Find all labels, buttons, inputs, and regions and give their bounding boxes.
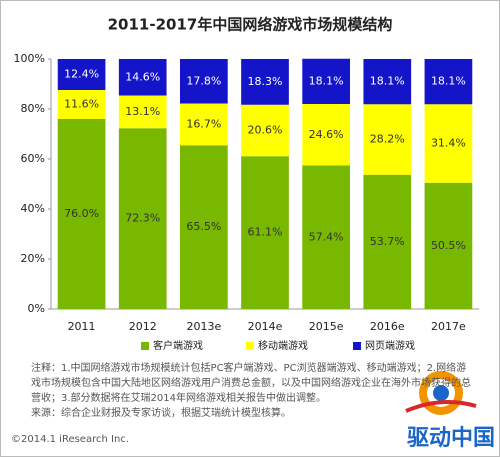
bar-segment: [118, 59, 167, 96]
bar-segment: [302, 58, 350, 104]
bar-segment: [424, 182, 473, 309]
data-label: 11.6%: [64, 98, 99, 111]
data-label: 65.5%: [186, 220, 221, 233]
y-tick-label: 0%: [28, 302, 45, 315]
data-label: 13.1%: [125, 105, 160, 118]
data-label: 20.6%: [248, 124, 283, 137]
x-tick-label: 2017e: [431, 320, 466, 333]
bar-segment: [118, 95, 167, 129]
legend-label: 移动端游戏: [258, 339, 308, 352]
bar-segment: [180, 145, 228, 309]
x-tick-label: 2014e: [248, 320, 283, 333]
legend-label: 网页端游戏: [365, 339, 415, 352]
bar-segment: [180, 103, 228, 146]
bar-segment: [424, 59, 473, 105]
note: 注释：1.中国网络游戏市场规模统计包括PC客户端游戏、PC浏览器端游戏、移动端游…: [31, 363, 471, 404]
x-tick-label: 2011: [68, 320, 96, 333]
bar-segment: [424, 104, 473, 183]
y-tick-label: 20%: [21, 252, 45, 265]
note: 来源：综合企业财报及专家访谈，根据艾瑞统计模型核算。: [31, 408, 291, 419]
data-label: 76.0%: [64, 207, 99, 220]
notes: 注释：1.中国网络游戏市场规模统计包括PC客户端游戏、PC浏览器端游戏、移动端游…: [31, 361, 471, 421]
legend-swatch: [246, 342, 254, 350]
bar-segment: [241, 156, 289, 309]
y-tick-label: 60%: [21, 152, 45, 165]
data-label: 12.4%: [64, 68, 99, 81]
data-label: 57.4%: [309, 230, 344, 243]
data-label: 72.3%: [125, 212, 160, 225]
y-tick-label: 80%: [21, 102, 45, 115]
logo: [405, 371, 477, 415]
data-label: 18.3%: [248, 75, 283, 88]
bar-segment: [363, 174, 412, 309]
y-tick-label: 40%: [21, 202, 45, 215]
data-label: 14.6%: [125, 70, 160, 83]
legend-swatch: [353, 342, 361, 350]
bar-segment: [118, 128, 167, 309]
data-label: 18.1%: [370, 75, 405, 88]
y-tick-label: 100%: [14, 52, 45, 65]
x-tick-label: 2013e: [186, 320, 221, 333]
data-label: 50.5%: [431, 239, 466, 252]
data-label: 16.7%: [186, 117, 221, 130]
x-tick-label: 2012: [129, 320, 157, 333]
data-label: 28.2%: [370, 133, 405, 146]
bar-segment: [57, 119, 106, 309]
bar-segment: [57, 90, 106, 119]
data-label: 61.1%: [248, 226, 283, 239]
data-label: 53.7%: [370, 235, 405, 248]
data-label: 18.1%: [431, 75, 466, 88]
x-tick-label: 2015e: [309, 320, 344, 333]
x-tick-label: 2016e: [370, 320, 405, 333]
data-label: 17.8%: [186, 74, 221, 87]
bar-segment: [180, 59, 228, 104]
data-label: 18.1%: [309, 74, 344, 87]
bar-segment: [57, 59, 106, 90]
bar-segment: [363, 59, 412, 105]
bar-segment: [241, 104, 289, 157]
legend-swatch: [141, 342, 149, 350]
bar-segment: [241, 59, 289, 105]
bar-segment: [302, 165, 350, 309]
watermark: 驱动中国: [407, 426, 495, 451]
bar-segment: [302, 104, 350, 166]
data-label: 31.4%: [431, 137, 466, 150]
data-label: 24.6%: [309, 128, 344, 141]
bar-segment: [363, 104, 412, 175]
footer: ©2014.1 iResearch Inc.: [11, 434, 129, 445]
legend-label: 客户端游戏: [153, 339, 203, 352]
chart-title: 2011-2017年中国网络游戏市场规模结构: [108, 16, 393, 34]
